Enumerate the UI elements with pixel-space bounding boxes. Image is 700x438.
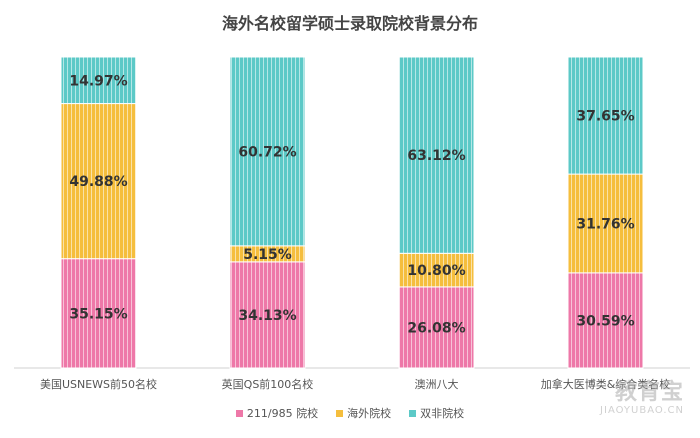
bar-segment — [60, 56, 137, 105]
data-label: 49.88% — [69, 174, 127, 190]
watermark-logo: 教育宝 JIAOYUBAO.CN — [600, 379, 684, 416]
data-label: 26.08% — [407, 320, 465, 336]
bar-segment — [398, 286, 475, 369]
legend-item-non-key: 双非院校 — [409, 405, 464, 421]
bar-segment — [229, 56, 306, 247]
x-tick-label: 加拿大医博类&综合类名校 — [541, 377, 671, 391]
bar-segment — [398, 56, 475, 254]
bar-segment — [398, 252, 475, 288]
legend-label-211-985: 211/985 院校 — [246, 407, 319, 420]
legend-label-overseas: 海外院校 — [347, 407, 392, 420]
x-tick-label: 美国USNEWS前50名校 — [40, 377, 157, 391]
data-label: 60.72% — [238, 144, 296, 160]
data-label: 10.80% — [407, 263, 465, 279]
legend-swatch-211-985 — [235, 409, 243, 417]
watermark-logo-text: 教育宝 — [614, 379, 684, 405]
data-label: 63.12% — [407, 148, 465, 164]
bar-segment — [229, 261, 306, 369]
data-label: 35.15% — [69, 306, 127, 322]
bar-segment — [567, 173, 644, 274]
legend-label-non-key: 双非院校 — [420, 407, 465, 420]
legend-item-211-985: 211/985 院校 — [235, 405, 319, 421]
data-label: 30.59% — [576, 313, 634, 329]
chart-legend: 211/985 院校 海外院校 双非院校 — [0, 405, 700, 421]
bar-segment — [567, 272, 644, 369]
x-tick-label: 英国QS前100名校 — [222, 377, 314, 391]
watermark-url: JIAOYUBAO.CN — [600, 405, 684, 416]
data-label: 31.76% — [576, 216, 634, 232]
legend-swatch-non-key — [409, 409, 417, 417]
legend-swatch-overseas — [336, 409, 344, 417]
bar-segment — [60, 258, 137, 369]
data-label: 14.97% — [69, 73, 127, 89]
chart-title: 海外名校留学硕士录取院校背景分布 — [221, 14, 478, 33]
data-label: 37.65% — [576, 109, 634, 125]
data-label: 5.15% — [243, 247, 292, 263]
bar-segment — [60, 103, 137, 260]
x-tick-label: 澳洲八大 — [415, 377, 459, 391]
legend-item-overseas: 海外院校 — [336, 405, 391, 421]
data-label: 34.13% — [238, 308, 296, 324]
bar-segment — [567, 56, 644, 175]
